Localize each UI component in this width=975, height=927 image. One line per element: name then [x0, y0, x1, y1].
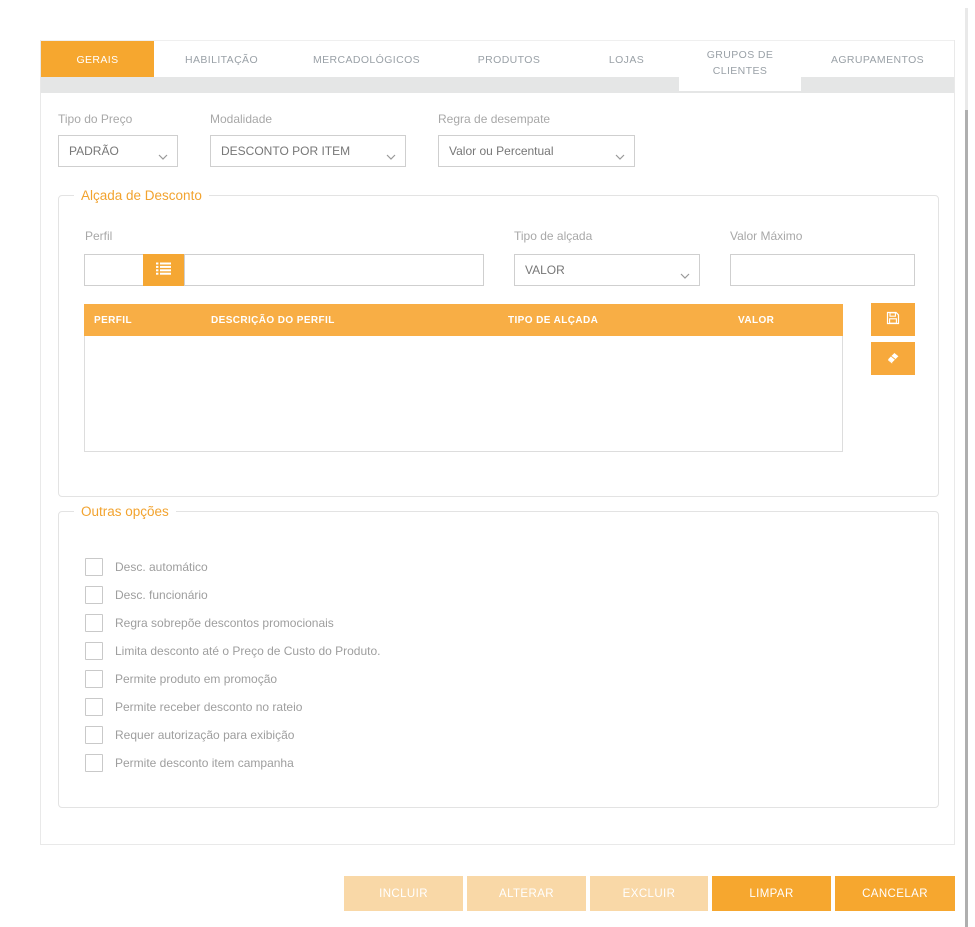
col-perfil: PERFIL: [94, 314, 132, 326]
checkbox-label: Permite receber desconto no rateio: [115, 700, 303, 714]
modalidade-select[interactable]: DESCONTO POR ITEM: [210, 135, 406, 167]
checkbox-row-desc-funcionario: Desc. funcionário: [85, 586, 208, 604]
limpar-button[interactable]: LIMPAR: [712, 876, 831, 911]
checkbox-row-regra-sobrepoe: Regra sobrepõe descontos promocionais: [85, 614, 334, 632]
outras-opcoes-fieldset: Outras opções Desc. automático Desc. fun…: [58, 504, 939, 808]
modalidade-value: DESCONTO POR ITEM: [221, 144, 351, 158]
tipo-do-preco-label: Tipo do Preço: [58, 112, 133, 126]
eraser-icon: [885, 349, 901, 368]
regra-desempate-value: Valor ou Percentual: [449, 144, 554, 158]
tipo-do-preco-select[interactable]: PADRÃO: [58, 135, 178, 167]
checkbox-label: Requer autorização para exibição: [115, 728, 295, 742]
checkbox-row-requer-autorizacao: Requer autorização para exibição: [85, 726, 294, 744]
requer-autorizacao-checkbox[interactable]: [85, 726, 103, 744]
checkbox-label: Regra sobrepõe descontos promocionais: [115, 616, 334, 630]
checkbox-label: Permite produto em promoção: [115, 672, 278, 686]
perfil-label: Perfil: [85, 229, 113, 243]
checkbox-label: Desc. funcionário: [115, 588, 208, 602]
chevron-down-icon: [158, 149, 168, 163]
regra-desempate-select[interactable]: Valor ou Percentual: [438, 135, 635, 167]
col-descricao-do-perfil: DESCRIÇÃO DO PERFIL: [211, 314, 335, 326]
tab-gerais[interactable]: GERAIS: [41, 41, 154, 78]
col-valor: VALOR: [738, 314, 775, 326]
checkbox-row-permite-promocao: Permite produto em promoção: [85, 670, 277, 688]
perfil-code-input[interactable]: [84, 254, 144, 286]
valor-maximo-label: Valor Máximo: [730, 229, 803, 243]
pricing-rule-panel: GERAIS HABILITAÇÃO MERCADOLÓGICOS PRODUT…: [40, 40, 955, 845]
checkbox-row-desc-automatico: Desc. automático: [85, 558, 208, 576]
regra-sobrepoe-checkbox[interactable]: [85, 614, 103, 632]
tipo-de-alcada-value: VALOR: [525, 263, 565, 277]
perfil-description-input[interactable]: [184, 254, 484, 286]
permite-promocao-checkbox[interactable]: [85, 670, 103, 688]
clear-row-button[interactable]: [871, 342, 915, 375]
desc-automatico-checkbox[interactable]: [85, 558, 103, 576]
tipo-do-preco-value: PADRÃO: [69, 144, 119, 158]
alterar-button[interactable]: ALTERAR: [467, 876, 586, 911]
modalidade-label: Modalidade: [210, 112, 273, 126]
alcada-legend: Alçada de Desconto: [74, 188, 209, 203]
checkbox-label: Limita desconto até o Preço de Custo do …: [115, 644, 381, 658]
excluir-button[interactable]: EXCLUIR: [590, 876, 708, 911]
save-row-button[interactable]: [871, 303, 915, 336]
checkbox-label: Permite desconto item campanha: [115, 756, 294, 770]
col-tipo-de-alcada: TIPO DE ALÇADA: [508, 314, 599, 326]
perfil-lookup-button[interactable]: [143, 254, 184, 286]
permite-rateio-checkbox[interactable]: [85, 698, 103, 716]
checkbox-row-permite-rateio: Permite receber desconto no rateio: [85, 698, 302, 716]
regra-desempate-label: Regra de desempate: [438, 112, 551, 126]
limita-desconto-checkbox[interactable]: [85, 642, 103, 660]
alcada-de-desconto-fieldset: Alçada de Desconto Perfil Tipo d: [58, 188, 939, 497]
alcada-table-body[interactable]: [84, 336, 843, 452]
tab-produtos[interactable]: PRODUTOS: [477, 53, 541, 66]
alcada-table-header: PERFIL DESCRIÇÃO DO PERFIL TIPO DE ALÇAD…: [84, 304, 843, 336]
cancelar-button[interactable]: CANCELAR: [835, 876, 955, 911]
list-icon: [156, 262, 171, 278]
chevron-down-icon: [615, 149, 625, 163]
tab-habilitacao[interactable]: HABILITAÇÃO: [184, 53, 259, 66]
outras-opcoes-legend: Outras opções: [74, 504, 176, 519]
checkbox-row-limita-desconto: Limita desconto até o Preço de Custo do …: [85, 642, 381, 660]
tabbar-bottom-strip: [41, 77, 954, 93]
tab-lojas[interactable]: LOJAS: [608, 53, 645, 66]
tab-bar: GERAIS HABILITAÇÃO MERCADOLÓGICOS PRODUT…: [41, 40, 954, 91]
valor-maximo-input[interactable]: [730, 254, 915, 286]
checkbox-label: Desc. automático: [115, 560, 208, 574]
tipo-de-alcada-label: Tipo de alçada: [514, 229, 593, 243]
tipo-de-alcada-select[interactable]: VALOR: [514, 254, 700, 286]
tab-grupos-de-clientes[interactable]: GRUPOS DE CLIENTES: [679, 41, 801, 91]
tab-agrupamentos[interactable]: AGRUPAMENTOS: [830, 53, 925, 66]
tab-mercadologicos[interactable]: MERCADOLÓGICOS: [312, 53, 421, 66]
save-icon: [885, 310, 901, 329]
chevron-down-icon: [680, 268, 690, 282]
scrollbar-thumb[interactable]: [965, 110, 968, 927]
desc-funcionario-checkbox[interactable]: [85, 586, 103, 604]
checkbox-row-desconto-campanha: Permite desconto item campanha: [85, 754, 294, 772]
chevron-down-icon: [386, 149, 396, 163]
incluir-button[interactable]: INCLUIR: [344, 876, 463, 911]
desconto-campanha-checkbox[interactable]: [85, 754, 103, 772]
